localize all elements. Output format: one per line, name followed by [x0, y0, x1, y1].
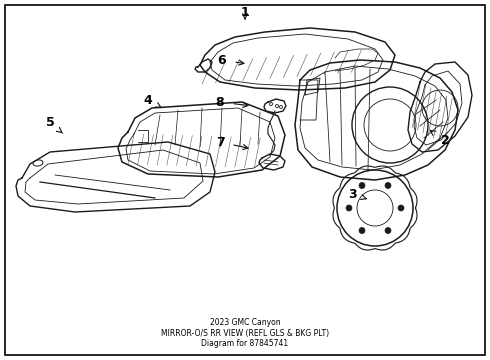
Text: 3: 3 [348, 188, 366, 201]
Text: 4: 4 [144, 94, 161, 108]
Circle shape [385, 183, 391, 189]
Text: 2: 2 [430, 130, 449, 148]
Circle shape [398, 205, 404, 211]
Text: 2023 GMC Canyon
MIRROR-O/S RR VIEW (REFL GLS & BKG PLT)
Diagram for 87845741: 2023 GMC Canyon MIRROR-O/S RR VIEW (REFL… [161, 318, 329, 348]
Text: 5: 5 [46, 117, 63, 133]
Text: 7: 7 [216, 135, 248, 149]
Circle shape [385, 228, 391, 234]
Text: 6: 6 [218, 54, 244, 67]
Circle shape [359, 183, 365, 189]
Text: 8: 8 [216, 95, 248, 108]
Circle shape [346, 205, 352, 211]
Circle shape [359, 228, 365, 234]
Text: 1: 1 [241, 5, 249, 19]
